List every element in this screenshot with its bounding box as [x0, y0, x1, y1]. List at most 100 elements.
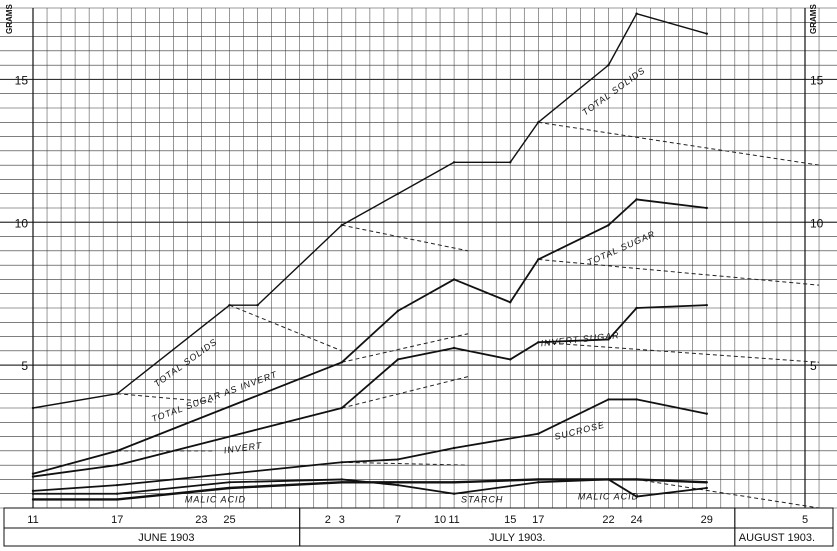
data-point-malic-acid [705, 481, 708, 484]
series-line-invert-sugar [32, 304, 707, 478]
month-band [3, 527, 834, 547]
data-point-total-solids [256, 303, 259, 307]
data-point-total-solids [31, 406, 35, 410]
series-line-total-sugar-as-invert [32, 198, 707, 475]
y-axis-label: GRAMS [5, 4, 14, 34]
x-tick-label: 3 [339, 514, 345, 526]
y-tick-label: 15 [15, 73, 29, 87]
data-point-total-solids [607, 63, 610, 67]
data-point-starch [537, 481, 540, 484]
data-point-malic-acid [116, 498, 119, 501]
data-point-invert-sugar [116, 463, 119, 467]
data-point-invert-sugar [537, 341, 540, 344]
data-point-invert-sugar [31, 475, 35, 478]
month-label: JULY 1903. [489, 532, 545, 544]
x-tick-label: 11 [448, 514, 459, 526]
y-tick-label: 5 [21, 359, 28, 373]
x-tick-label: 17 [111, 514, 123, 526]
data-point-sucrose [705, 412, 708, 415]
series-line-starch [33, 478, 707, 498]
data-point-total-sugar-as-invert [396, 309, 400, 313]
dashed-projection [538, 258, 820, 286]
data-point-malic-acid [340, 481, 343, 484]
data-point-sucrose [607, 398, 610, 401]
data-point-sucrose [31, 489, 35, 493]
data-point-malic-acid [228, 486, 231, 490]
series-annotation: STARCH [461, 494, 503, 504]
dashed-projection [341, 333, 469, 363]
data-point-invert-sugar [396, 358, 400, 361]
data-point-malic-acid [452, 481, 456, 484]
y-tick-label-right: 15 [810, 73, 824, 87]
data-point-total-solids [705, 32, 708, 35]
data-point-total-solids [396, 192, 400, 195]
data-point-total-solids [509, 161, 512, 164]
data-point-total-sugar-as-invert [607, 223, 610, 227]
x-tick-label: 15 [504, 514, 516, 526]
data-point-total-sugar-as-invert [635, 198, 638, 201]
data-point-starch [116, 492, 119, 495]
x-tick-label: 24 [630, 514, 642, 526]
dashed-projection [538, 341, 820, 363]
data-point-invert-sugar [509, 358, 512, 361]
data-point-sucrose [340, 461, 343, 464]
x-tick-label: 25 [223, 514, 235, 526]
data-point-starch [452, 492, 456, 495]
series-line-sucrose [32, 398, 707, 492]
data-point-malic-acid [396, 481, 400, 484]
data-point-total-sugar-as-invert [509, 301, 512, 304]
dashed-projections [117, 121, 820, 509]
data-point-starch [31, 492, 35, 495]
series-line-total-solids [32, 13, 707, 409]
dashed-projection [341, 224, 469, 252]
x-tick-label: 29 [701, 514, 713, 526]
dashed-projection [341, 461, 469, 466]
data-point-total-sugar-as-invert [705, 206, 708, 210]
y-tick-label: 10 [15, 216, 29, 230]
dashed-projection [538, 121, 820, 166]
x-tick-label: 2 [325, 514, 331, 526]
data-point-sucrose [228, 472, 231, 475]
dashed-projection [341, 376, 469, 409]
x-tick-label: 10 [434, 514, 446, 526]
data-point-starch [705, 486, 708, 490]
series-annotation: MALIC ACID [578, 491, 639, 501]
data-point-total-solids [452, 161, 456, 164]
data-point-invert-sugar [705, 303, 708, 307]
data-point-invert-sugar [452, 346, 456, 350]
data-point-starch [340, 478, 343, 481]
data-point-starch [635, 495, 638, 498]
x-tick-label: 5 [802, 514, 808, 526]
data-point-total-solids [340, 223, 343, 227]
data-point-total-sugar-as-invert [116, 449, 119, 453]
data-point-total-sugar-as-invert [340, 361, 343, 364]
data-point-invert-sugar [607, 338, 610, 341]
data-point-sucrose [116, 483, 119, 487]
data-point-malic-acid [31, 498, 35, 501]
month-label: AUGUST 1903. [739, 532, 815, 544]
x-tick-label: 17 [532, 514, 544, 526]
dashed-projection [229, 304, 342, 352]
data-point-total-solids [228, 303, 231, 307]
data-point-total-sugar-as-invert [31, 472, 35, 475]
y-tick-label-right: 10 [810, 216, 824, 230]
x-tick-label: 23 [195, 514, 207, 526]
series-lines [31, 12, 708, 501]
data-point-sucrose [537, 432, 540, 435]
x-tick-label: 7 [395, 514, 401, 526]
data-point-invert-sugar [340, 406, 343, 410]
data-point-sucrose [635, 398, 638, 401]
data-point-malic-acid [537, 478, 540, 481]
grid [0, 7, 837, 509]
y-axis-label-right: GRAMS [809, 4, 818, 34]
data-point-starch [228, 481, 231, 484]
data-point-total-sugar-as-invert [537, 258, 540, 261]
data-point-malic-acid [635, 478, 638, 481]
data-point-total-solids [537, 121, 540, 124]
data-point-sucrose [452, 446, 456, 450]
x-tick-label: 11 [27, 514, 38, 526]
data-point-total-solids [116, 392, 119, 395]
series-line-malic-acid [33, 478, 707, 501]
